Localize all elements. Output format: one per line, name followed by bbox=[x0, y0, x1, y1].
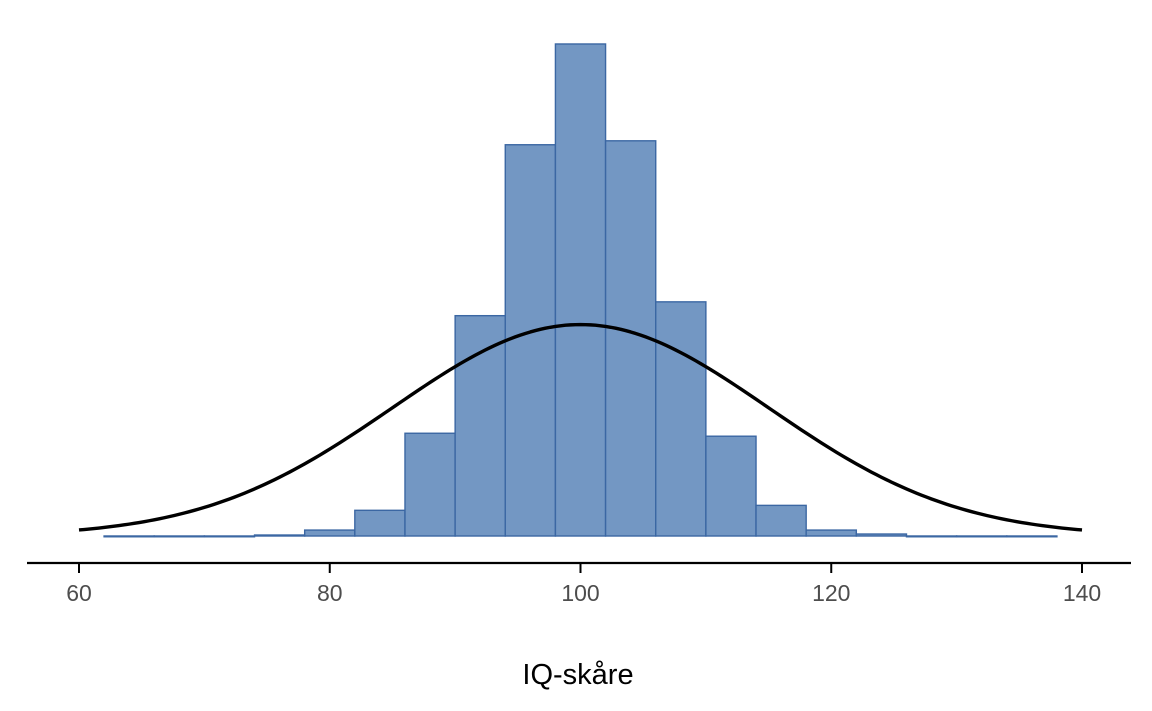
x-tick-label: 140 bbox=[1063, 580, 1101, 606]
histogram-bar bbox=[203, 535, 256, 538]
histogram-bar bbox=[1006, 535, 1058, 538]
histogram-bar bbox=[554, 43, 607, 537]
histogram-bar bbox=[103, 535, 155, 538]
x-tick-label: 120 bbox=[812, 580, 850, 606]
histogram-bar bbox=[655, 301, 707, 537]
histogram-bar bbox=[755, 504, 807, 537]
histogram-bar bbox=[855, 533, 908, 537]
histogram-bars bbox=[103, 43, 1058, 538]
histogram-bar bbox=[253, 534, 306, 537]
histogram-bar bbox=[705, 435, 757, 537]
histogram-bar bbox=[354, 509, 406, 537]
x-axis-title: IQ-skåre bbox=[522, 659, 633, 691]
histogram-bar bbox=[454, 314, 506, 537]
histogram-bar bbox=[153, 535, 206, 538]
x-tick-label: 60 bbox=[66, 580, 92, 606]
x-axis-ticks: 60 80 100 120 140 bbox=[66, 563, 1101, 606]
histogram-bar bbox=[805, 529, 858, 537]
histogram-bar bbox=[504, 144, 557, 537]
histogram-bar bbox=[955, 535, 1008, 538]
histogram-bar bbox=[303, 529, 356, 537]
normal-density-curve bbox=[78, 322, 1083, 532]
x-tick-label: 80 bbox=[317, 580, 343, 606]
histogram-bar bbox=[404, 432, 456, 537]
histogram-bar bbox=[905, 535, 958, 538]
x-tick-label: 100 bbox=[561, 580, 599, 606]
